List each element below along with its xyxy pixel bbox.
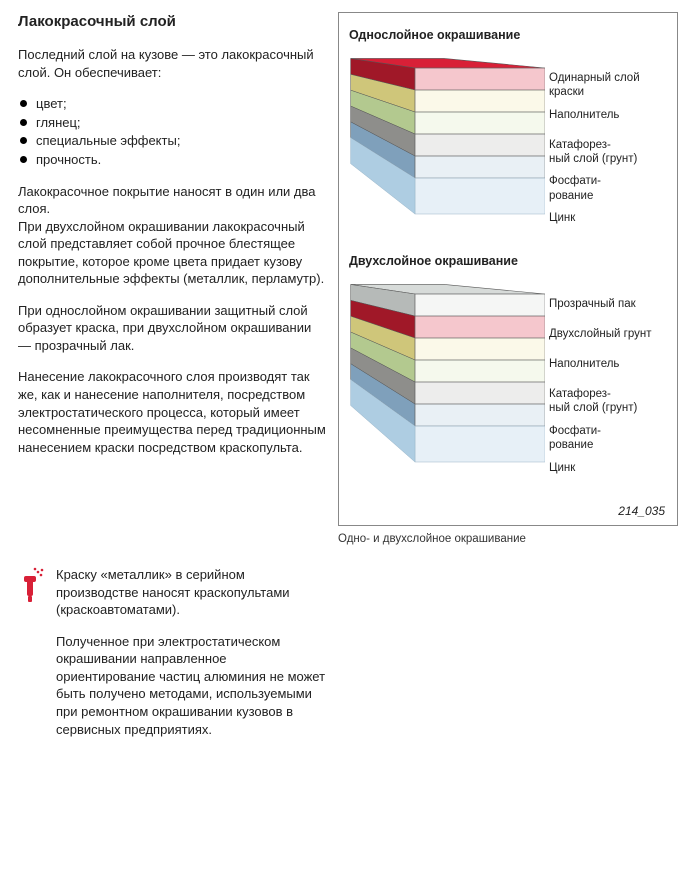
list-item: глянец; bbox=[18, 114, 326, 132]
list-item: специальные эффекты; bbox=[18, 132, 326, 150]
list-item: цвет; bbox=[18, 95, 326, 113]
paragraph: Нанесение лакокрасочного слоя производят… bbox=[18, 368, 326, 456]
layer-label: Цинк bbox=[545, 461, 671, 483]
layer-label: Наполнитель bbox=[545, 108, 671, 130]
paragraph: Лакокрасочное покрытие наносят в один ил… bbox=[18, 183, 326, 288]
layer-label: Цинк bbox=[545, 211, 671, 233]
layer-label: Прозрачный пак bbox=[545, 297, 671, 319]
layer-label: Фосфати- рование bbox=[545, 174, 671, 203]
diagram-frame: Однослойное окрашивание Одинарный слой к… bbox=[338, 12, 678, 526]
layer-label: Катафорез- ный слой (грунт) bbox=[545, 138, 671, 167]
left-column: Лакокрасочный слой Последний слой на куз… bbox=[18, 12, 338, 869]
figure-caption: Одно- и двухслойное окрашивание bbox=[338, 532, 678, 548]
layer-label: Катафорез- ный слой (грунт) bbox=[545, 387, 671, 416]
diagram-double-layer: Двухслойное окрашивание Прозрачный пак Дв… bbox=[345, 253, 671, 490]
note-text: Краску «металлик» в серийном производств… bbox=[56, 566, 326, 752]
note-paragraph: Краску «металлик» в серийном производств… bbox=[56, 566, 326, 619]
layers-diagram bbox=[345, 276, 545, 476]
list-item: прочность. bbox=[18, 151, 326, 169]
layer-labels: Одинарный слой краски Наполнитель Катафоре… bbox=[545, 50, 671, 241]
diagram-title: Двухслойное окрашивание bbox=[349, 253, 671, 270]
diagram-title: Однослойное окрашивание bbox=[349, 27, 671, 44]
diagram-single-layer: Однослойное окрашивание Одинарный слой к… bbox=[345, 27, 671, 241]
layers-diagram bbox=[345, 50, 545, 228]
feature-list: цвет; глянец; специальные эффекты; прочн… bbox=[18, 95, 326, 168]
figure-number: 214_035 bbox=[345, 503, 665, 519]
note-paragraph: Полученное при электростатическом окраши… bbox=[56, 633, 326, 738]
intro-paragraph: Последний слой на кузове — это лакокрасо… bbox=[18, 46, 326, 81]
note-block: Краску «металлик» в серийном производств… bbox=[18, 566, 326, 752]
paragraph: При однослойном окрашивании защитный сло… bbox=[18, 302, 326, 355]
layer-label: Наполнитель bbox=[545, 357, 671, 379]
section-title: Лакокрасочный слой bbox=[18, 12, 326, 32]
layer-label: Фосфати- рование bbox=[545, 424, 671, 453]
layer-labels: Прозрачный пак Двухслойный грунт Наполните… bbox=[545, 276, 671, 491]
spraygun-icon bbox=[18, 566, 46, 752]
layer-label: Двухслойный грунт bbox=[545, 327, 671, 349]
right-column: Однослойное окрашивание Одинарный слой к… bbox=[338, 12, 678, 869]
layer-label: Одинарный слой краски bbox=[545, 71, 671, 100]
